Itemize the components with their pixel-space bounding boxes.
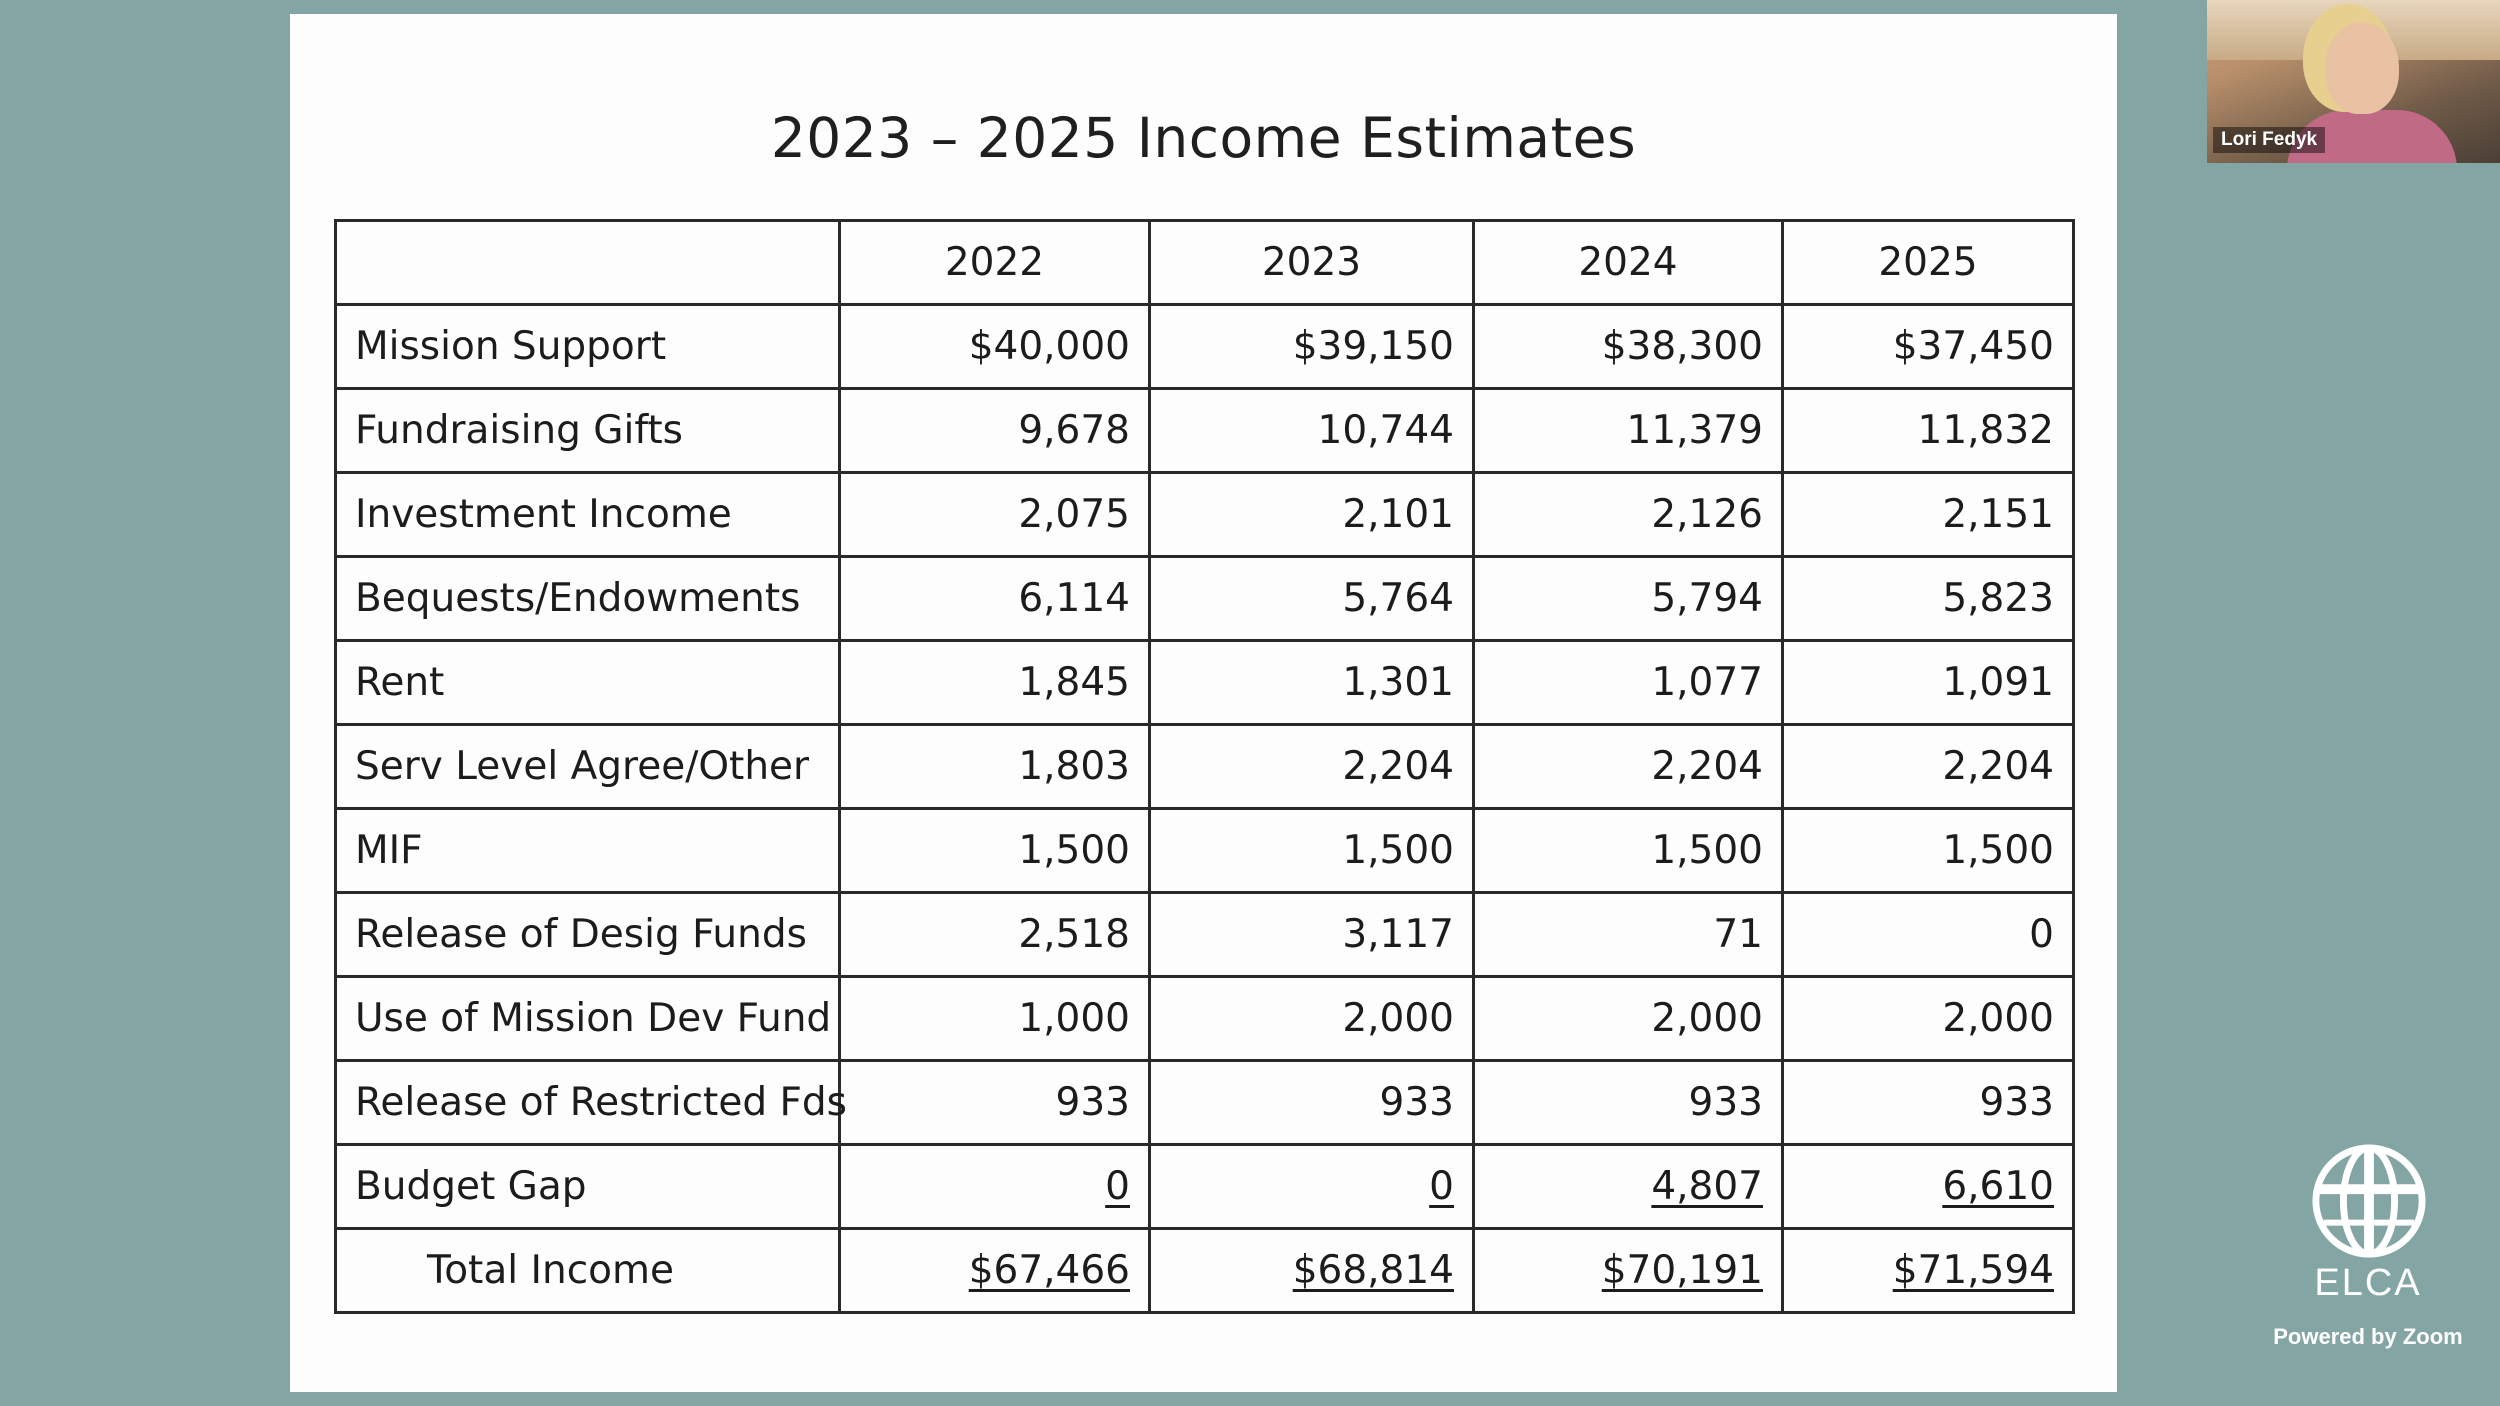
cell-value-underlined: 0	[1105, 1164, 1130, 1209]
header-2025: 2025	[1781, 219, 2075, 306]
cell-value: 933	[1781, 1059, 2075, 1146]
cell-value: 5,823	[1781, 555, 2075, 642]
cell-value: 2,075	[838, 471, 1151, 558]
cell-value: 2,204	[1781, 723, 2075, 810]
cell-value: $37,450	[1781, 303, 2075, 390]
elca-wordmark: ELCA	[2314, 1262, 2422, 1304]
header-2022: 2022	[838, 219, 1151, 306]
total-value: $70,191	[1472, 1227, 1784, 1314]
total-value-underlined: $70,191	[1601, 1248, 1763, 1293]
cell-value: 5,764	[1148, 555, 1475, 642]
cell-value: 2,000	[1148, 975, 1475, 1062]
row-label: Rent	[334, 639, 841, 726]
cell-value: 2,518	[838, 891, 1151, 978]
cell-value: 1,803	[838, 723, 1151, 810]
cell-value: 933	[838, 1059, 1151, 1146]
cell-value: 4,807	[1472, 1143, 1784, 1230]
cell-value: 1,845	[838, 639, 1151, 726]
cell-value: 0	[838, 1143, 1151, 1230]
total-value-underlined: $67,466	[968, 1248, 1130, 1293]
table-row: Serv Level Agree/Other 1,803 2,204 2,204…	[334, 723, 2075, 810]
cell-value: 0	[1148, 1143, 1475, 1230]
table-row: Investment Income 2,075 2,101 2,126 2,15…	[334, 471, 2075, 558]
total-value: $68,814	[1148, 1227, 1475, 1314]
row-label: Release of Desig Funds	[334, 891, 841, 978]
total-value-underlined: $71,594	[1892, 1248, 2054, 1293]
powered-by-zoom: Powered by Zoom	[2273, 1324, 2463, 1349]
cell-value: $38,300	[1472, 303, 1784, 390]
elca-cross-globe-icon	[2312, 1144, 2426, 1258]
table-row: Budget Gap 0 0 4,807 6,610	[334, 1143, 2075, 1230]
row-label: Mission Support	[334, 303, 841, 390]
slide-title: 2023 – 2025 Income Estimates	[770, 106, 1637, 170]
cell-value-underlined: 6,610	[1942, 1164, 2054, 1209]
total-label: Total Income	[334, 1227, 841, 1314]
table-row: Release of Restricted Fds 933 933 933 93…	[334, 1059, 2075, 1146]
table-row: MIF 1,500 1,500 1,500 1,500	[334, 807, 2075, 894]
cell-value: 2,000	[1472, 975, 1784, 1062]
participant-video-tile[interactable]: Lori Fedyk	[2207, 0, 2500, 163]
cell-value: $39,150	[1148, 303, 1475, 390]
cell-value: 2,101	[1148, 471, 1475, 558]
cell-value: 1,077	[1472, 639, 1784, 726]
cell-value: 2,204	[1148, 723, 1475, 810]
cell-value: 933	[1148, 1059, 1475, 1146]
cell-value: 1,500	[1781, 807, 2075, 894]
cell-value: 2,000	[1781, 975, 2075, 1062]
cell-value: 2,126	[1472, 471, 1784, 558]
income-estimates-table: 2022 2023 2024 2025 Mission Support $40,…	[334, 219, 2075, 1314]
table-row: Mission Support $40,000 $39,150 $38,300 …	[334, 303, 2075, 390]
cell-value: 2,151	[1781, 471, 2075, 558]
table-row: Use of Mission Dev Fund 1,000 2,000 2,00…	[334, 975, 2075, 1062]
cell-value: 10,744	[1148, 387, 1475, 474]
table-row: Rent 1,845 1,301 1,077 1,091	[334, 639, 2075, 726]
cell-value: 1,500	[838, 807, 1151, 894]
cell-value: 1,301	[1148, 639, 1475, 726]
total-value: $71,594	[1781, 1227, 2075, 1314]
header-2023: 2023	[1148, 219, 1475, 306]
cell-value-underlined: 0	[1429, 1164, 1454, 1209]
participant-body	[2287, 110, 2457, 163]
row-label: Use of Mission Dev Fund	[334, 975, 841, 1062]
row-label: MIF	[334, 807, 841, 894]
row-label: Release of Restricted Fds	[334, 1059, 847, 1146]
cell-value: 1,500	[1472, 807, 1784, 894]
cell-value: 6,610	[1781, 1143, 2075, 1230]
cell-value: 71	[1472, 891, 1784, 978]
row-label: Bequests/Endowments	[334, 555, 841, 642]
cell-value: 6,114	[838, 555, 1151, 642]
cell-value: 0	[1781, 891, 2075, 978]
participant-head	[2325, 22, 2399, 114]
cell-value: 2,204	[1472, 723, 1784, 810]
table-header-row: 2022 2023 2024 2025	[334, 219, 2075, 306]
row-label: Fundraising Gifts	[334, 387, 841, 474]
cell-value: 3,117	[1148, 891, 1475, 978]
row-label: Budget Gap	[334, 1143, 841, 1230]
cell-value: 1,500	[1148, 807, 1475, 894]
table-row: Release of Desig Funds 2,518 3,117 71 0	[334, 891, 2075, 978]
header-empty-cell	[334, 219, 841, 306]
row-label: Investment Income	[334, 471, 841, 558]
header-2024: 2024	[1472, 219, 1784, 306]
cell-value: 11,832	[1781, 387, 2075, 474]
cell-value: 11,379	[1472, 387, 1784, 474]
total-value: $67,466	[838, 1227, 1151, 1314]
table-row: Fundraising Gifts 9,678 10,744 11,379 11…	[334, 387, 2075, 474]
cell-value-underlined: 4,807	[1651, 1164, 1763, 1209]
participant-name-tag: Lori Fedyk	[2213, 127, 2326, 153]
cell-value: 9,678	[838, 387, 1151, 474]
total-row: Total Income $67,466 $68,814 $70,191 $71…	[334, 1227, 2075, 1314]
cell-value: 1,091	[1781, 639, 2075, 726]
cell-value: $40,000	[838, 303, 1151, 390]
table-row: Bequests/Endowments 6,114 5,764 5,794 5,…	[334, 555, 2075, 642]
cell-value: 5,794	[1472, 555, 1784, 642]
total-value-underlined: $68,814	[1292, 1248, 1454, 1293]
shared-slide: 2023 – 2025 Income Estimates 2022 2023 2…	[290, 14, 2117, 1392]
row-label: Serv Level Agree/Other	[334, 723, 841, 810]
cell-value: 1,000	[838, 975, 1151, 1062]
cell-value: 933	[1472, 1059, 1784, 1146]
